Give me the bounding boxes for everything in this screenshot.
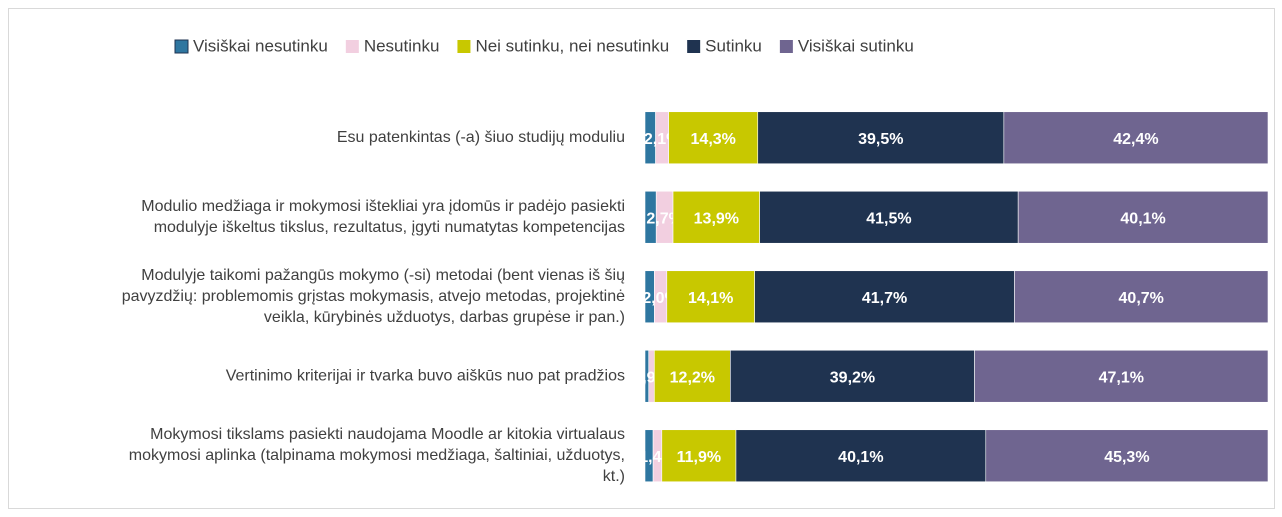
value-label: 41,7% — [862, 290, 907, 307]
value-label: 41,5% — [866, 210, 911, 227]
value-label: 39,2% — [830, 369, 875, 386]
legend-swatch — [457, 40, 471, 53]
value-label: 14,3% — [691, 131, 736, 148]
category-label: modulyje iškeltus tikslus, rezultatus, į… — [154, 219, 625, 236]
bar-segment — [1014, 270, 1269, 324]
value-label: 39,5% — [858, 131, 903, 148]
bar-segment — [735, 429, 987, 483]
category-label: Mokymosi tikslams pasiekti naudojama Moo… — [150, 426, 625, 443]
category-label: mokymosi aplinka (talpinama mokymosi med… — [129, 447, 625, 464]
bar-segment — [668, 111, 759, 165]
value-label: 42,4% — [1113, 131, 1158, 148]
bar-segment — [661, 429, 737, 483]
bar-segment — [974, 349, 1269, 403]
bar-segment — [666, 270, 755, 324]
legend-swatch — [345, 40, 359, 53]
category-label: Modulio medžiaga ir mokymosi ištekliai y… — [141, 198, 625, 215]
chart-frame — [8, 8, 1275, 509]
legend-swatch — [779, 40, 793, 53]
bar-segment — [730, 349, 975, 403]
bar-segment — [985, 429, 1269, 483]
bar-segment — [1003, 111, 1269, 165]
bar-segment — [654, 349, 731, 403]
category-label: Vertinimo kriterijai ir tvarka buvo aišk… — [226, 367, 625, 384]
value-label: 40,1% — [1120, 210, 1165, 227]
value-label: 12,2% — [670, 369, 715, 386]
category-label: Modulyje taikomi pažangūs mokymo (-si) m… — [141, 267, 625, 284]
category-label: kt.) — [603, 468, 625, 485]
value-label: 14,1% — [688, 290, 733, 307]
value-label: 45,3% — [1104, 449, 1149, 466]
legend-swatch — [687, 40, 701, 53]
bar-segment — [1017, 190, 1269, 244]
value-label: 40,1% — [838, 449, 883, 466]
legend-label: Nei sutinku, nei nesutinku — [475, 36, 669, 55]
value-label: 13,9% — [694, 210, 739, 227]
legend-label: Visiškai nesutinku — [193, 36, 328, 55]
category-label: pavyzdžių: problemomis grįstas mokymasis… — [122, 288, 625, 305]
legend-label: Visiškai sutinku — [798, 36, 914, 55]
value-label: 11,9% — [677, 449, 721, 466]
bar-segment — [672, 190, 760, 244]
category-label: veikla, kūrybinės užduotys, darbas grupė… — [264, 309, 625, 326]
legend-label: Sutinku — [705, 36, 762, 55]
bar-segment — [757, 111, 1005, 165]
legend-swatch — [174, 39, 189, 54]
value-label: 47,1% — [1099, 369, 1144, 386]
value-label: 40,7% — [1119, 290, 1164, 307]
bar-segment — [754, 270, 1015, 324]
legend-label: Nesutinku — [364, 36, 440, 55]
category-label: Esu patenkintas (-a) šiuo studijų moduli… — [337, 129, 625, 146]
